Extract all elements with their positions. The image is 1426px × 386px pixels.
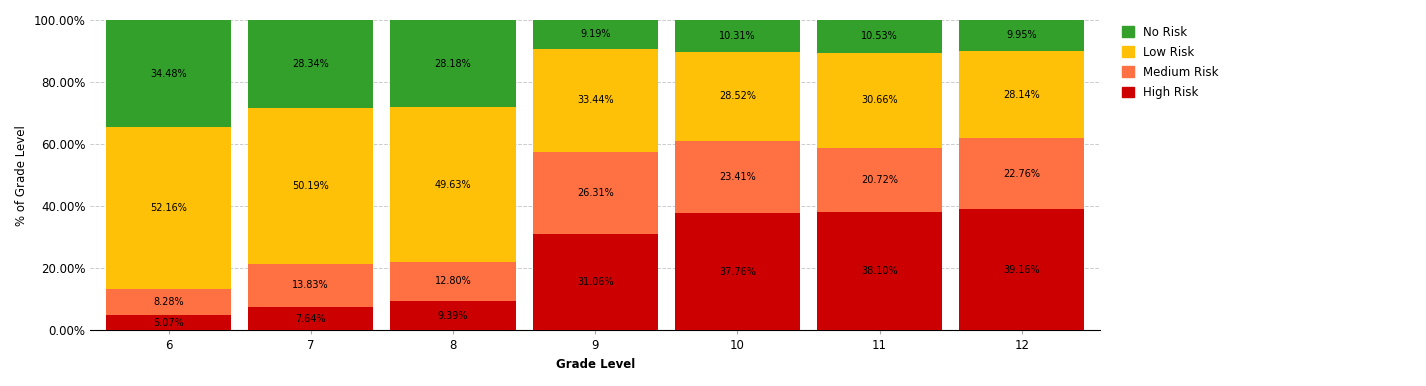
Bar	[960, 51, 1084, 138]
Text: 28.34%: 28.34%	[292, 59, 329, 69]
Text: 22.76%: 22.76%	[1004, 169, 1041, 179]
Bar	[817, 52, 943, 148]
Bar	[248, 264, 374, 307]
Bar	[674, 141, 800, 213]
Bar	[674, 52, 800, 141]
Text: 9.19%: 9.19%	[580, 29, 610, 39]
Text: 31.06%: 31.06%	[578, 277, 613, 287]
Bar	[817, 20, 943, 52]
Text: 8.28%: 8.28%	[153, 297, 184, 307]
Text: 52.16%: 52.16%	[150, 203, 187, 213]
Text: 7.64%: 7.64%	[295, 313, 327, 323]
Bar	[960, 138, 1084, 209]
Bar	[106, 127, 231, 289]
X-axis label: Grade Level: Grade Level	[556, 358, 635, 371]
Bar	[674, 213, 800, 330]
Text: 12.80%: 12.80%	[435, 276, 472, 286]
Bar	[391, 107, 516, 262]
Bar	[391, 20, 516, 107]
Text: 49.63%: 49.63%	[435, 179, 471, 190]
Text: 37.76%: 37.76%	[719, 267, 756, 277]
Text: 13.83%: 13.83%	[292, 280, 329, 290]
Legend: No Risk, Low Risk, Medium Risk, High Risk: No Risk, Low Risk, Medium Risk, High Ris…	[1117, 20, 1225, 105]
Bar	[533, 20, 657, 49]
Text: 28.18%: 28.18%	[435, 59, 472, 69]
Bar	[106, 315, 231, 330]
Text: 23.41%: 23.41%	[719, 172, 756, 182]
Bar	[248, 307, 374, 330]
Text: 26.31%: 26.31%	[578, 188, 613, 198]
Text: 33.44%: 33.44%	[578, 95, 613, 105]
Text: 34.48%: 34.48%	[150, 69, 187, 78]
Bar	[960, 209, 1084, 330]
Bar	[960, 20, 1084, 51]
Text: 30.66%: 30.66%	[861, 95, 898, 105]
Bar	[391, 262, 516, 301]
Text: 39.16%: 39.16%	[1004, 265, 1040, 274]
Bar	[533, 49, 657, 152]
Text: 9.39%: 9.39%	[438, 311, 468, 321]
Bar	[106, 20, 231, 127]
Bar	[391, 301, 516, 330]
Text: 38.10%: 38.10%	[861, 266, 898, 276]
Bar	[817, 212, 943, 330]
Text: 20.72%: 20.72%	[861, 175, 898, 185]
Bar	[817, 148, 943, 212]
Y-axis label: % of Grade Level: % of Grade Level	[16, 125, 29, 226]
Text: 9.95%: 9.95%	[1007, 30, 1037, 41]
Text: 28.14%: 28.14%	[1004, 90, 1040, 100]
Bar	[248, 20, 374, 108]
Bar	[248, 108, 374, 264]
Bar	[674, 20, 800, 52]
Text: 28.52%: 28.52%	[719, 91, 756, 101]
Text: 10.31%: 10.31%	[719, 31, 756, 41]
Bar	[106, 289, 231, 315]
Text: 10.53%: 10.53%	[861, 31, 898, 41]
Text: 5.07%: 5.07%	[153, 318, 184, 328]
Bar	[533, 234, 657, 330]
Bar	[533, 152, 657, 234]
Text: 50.19%: 50.19%	[292, 181, 329, 191]
